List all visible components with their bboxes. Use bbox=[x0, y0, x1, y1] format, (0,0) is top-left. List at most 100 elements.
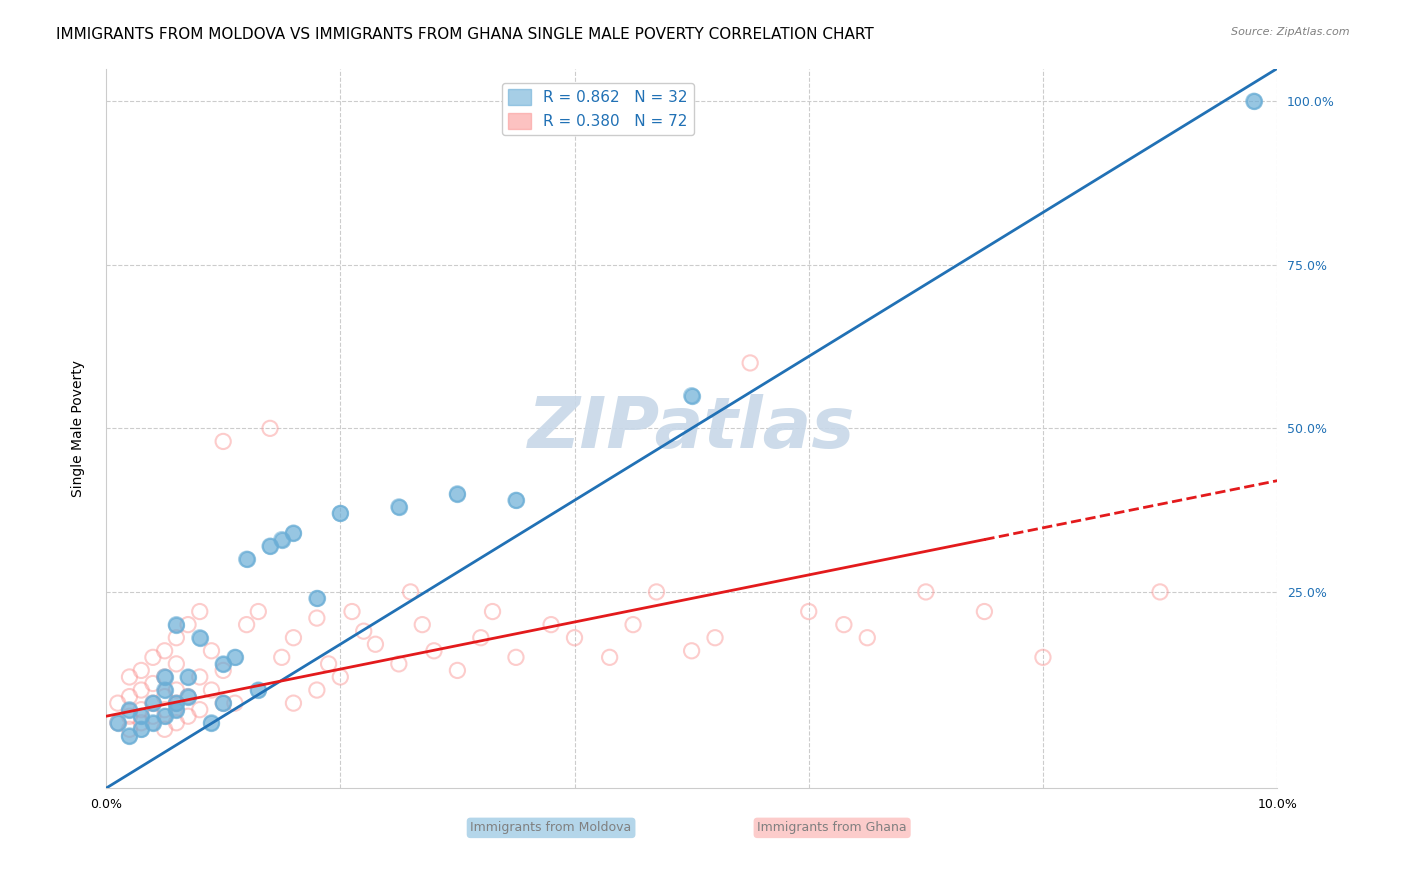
Point bbox=[200, 683, 222, 698]
Point bbox=[446, 487, 468, 501]
Point bbox=[259, 539, 281, 553]
Point bbox=[247, 683, 270, 698]
Y-axis label: Single Male Poverty: Single Male Poverty bbox=[72, 359, 86, 497]
Point bbox=[129, 664, 152, 678]
Point bbox=[165, 696, 187, 710]
Point bbox=[165, 657, 187, 671]
Point bbox=[446, 664, 468, 678]
Point bbox=[305, 591, 328, 606]
Point bbox=[177, 709, 200, 723]
Point bbox=[129, 709, 152, 723]
Point bbox=[188, 631, 211, 645]
Point bbox=[153, 644, 176, 658]
Point bbox=[177, 670, 200, 684]
Point bbox=[153, 670, 176, 684]
Point bbox=[235, 552, 257, 566]
Point bbox=[305, 611, 328, 625]
Point bbox=[914, 585, 936, 599]
Point bbox=[423, 644, 446, 658]
Point bbox=[165, 715, 187, 730]
Point bbox=[235, 552, 257, 566]
Point bbox=[118, 670, 141, 684]
Point bbox=[212, 657, 235, 671]
Point bbox=[681, 389, 703, 403]
Point bbox=[165, 696, 187, 710]
Point bbox=[973, 605, 995, 619]
Point bbox=[329, 670, 352, 684]
Point bbox=[340, 605, 363, 619]
Point bbox=[177, 670, 200, 684]
Point bbox=[681, 644, 703, 658]
Point bbox=[153, 670, 176, 684]
Point bbox=[505, 493, 527, 508]
Point bbox=[107, 715, 129, 730]
Point bbox=[856, 631, 879, 645]
Point bbox=[118, 729, 141, 743]
Point bbox=[224, 650, 246, 665]
Text: ZIPatlas: ZIPatlas bbox=[527, 394, 855, 463]
Point bbox=[832, 617, 855, 632]
Point bbox=[142, 709, 165, 723]
Point bbox=[621, 617, 644, 632]
Point bbox=[305, 683, 328, 698]
Point bbox=[153, 690, 176, 704]
Point bbox=[177, 690, 200, 704]
Point bbox=[388, 500, 411, 514]
Legend: R = 0.862   N = 32, R = 0.380   N = 72: R = 0.862 N = 32, R = 0.380 N = 72 bbox=[502, 83, 695, 136]
Point bbox=[364, 637, 387, 651]
Point bbox=[165, 703, 187, 717]
Point bbox=[259, 539, 281, 553]
Point bbox=[645, 585, 668, 599]
Point bbox=[353, 624, 375, 639]
Point bbox=[129, 715, 152, 730]
Point bbox=[283, 631, 305, 645]
Point bbox=[797, 605, 820, 619]
Point bbox=[118, 723, 141, 737]
Point bbox=[270, 650, 292, 665]
Point bbox=[564, 631, 586, 645]
Point bbox=[200, 715, 222, 730]
Point bbox=[329, 507, 352, 521]
Point bbox=[388, 500, 411, 514]
Point bbox=[153, 723, 176, 737]
Point bbox=[704, 631, 727, 645]
Point bbox=[283, 526, 305, 541]
Point bbox=[129, 723, 152, 737]
Point bbox=[212, 657, 235, 671]
Text: Source: ZipAtlas.com: Source: ZipAtlas.com bbox=[1232, 27, 1350, 37]
Point bbox=[177, 617, 200, 632]
Point bbox=[153, 683, 176, 698]
Point bbox=[188, 670, 211, 684]
Point bbox=[118, 703, 141, 717]
Text: IMMIGRANTS FROM MOLDOVA VS IMMIGRANTS FROM GHANA SINGLE MALE POVERTY CORRELATION: IMMIGRANTS FROM MOLDOVA VS IMMIGRANTS FR… bbox=[56, 27, 875, 42]
Point bbox=[247, 605, 270, 619]
Point bbox=[118, 709, 141, 723]
Point bbox=[599, 650, 621, 665]
Text: Immigrants from Ghana: Immigrants from Ghana bbox=[758, 822, 907, 834]
Point bbox=[118, 690, 141, 704]
Point bbox=[142, 696, 165, 710]
Point bbox=[681, 389, 703, 403]
Point bbox=[388, 657, 411, 671]
Point bbox=[1243, 94, 1265, 108]
Point bbox=[259, 421, 281, 435]
Point bbox=[505, 650, 527, 665]
Point bbox=[1149, 585, 1171, 599]
Point bbox=[399, 585, 422, 599]
Point bbox=[177, 690, 200, 704]
Point bbox=[153, 709, 176, 723]
Point bbox=[129, 723, 152, 737]
Point bbox=[470, 631, 492, 645]
Point bbox=[224, 650, 246, 665]
Point bbox=[153, 709, 176, 723]
Point bbox=[446, 487, 468, 501]
Point bbox=[540, 617, 562, 632]
Point bbox=[270, 533, 292, 547]
Point bbox=[188, 703, 211, 717]
Point bbox=[142, 696, 165, 710]
Point bbox=[129, 683, 152, 698]
Point bbox=[505, 493, 527, 508]
Point bbox=[188, 605, 211, 619]
Point bbox=[142, 715, 165, 730]
Point bbox=[212, 696, 235, 710]
